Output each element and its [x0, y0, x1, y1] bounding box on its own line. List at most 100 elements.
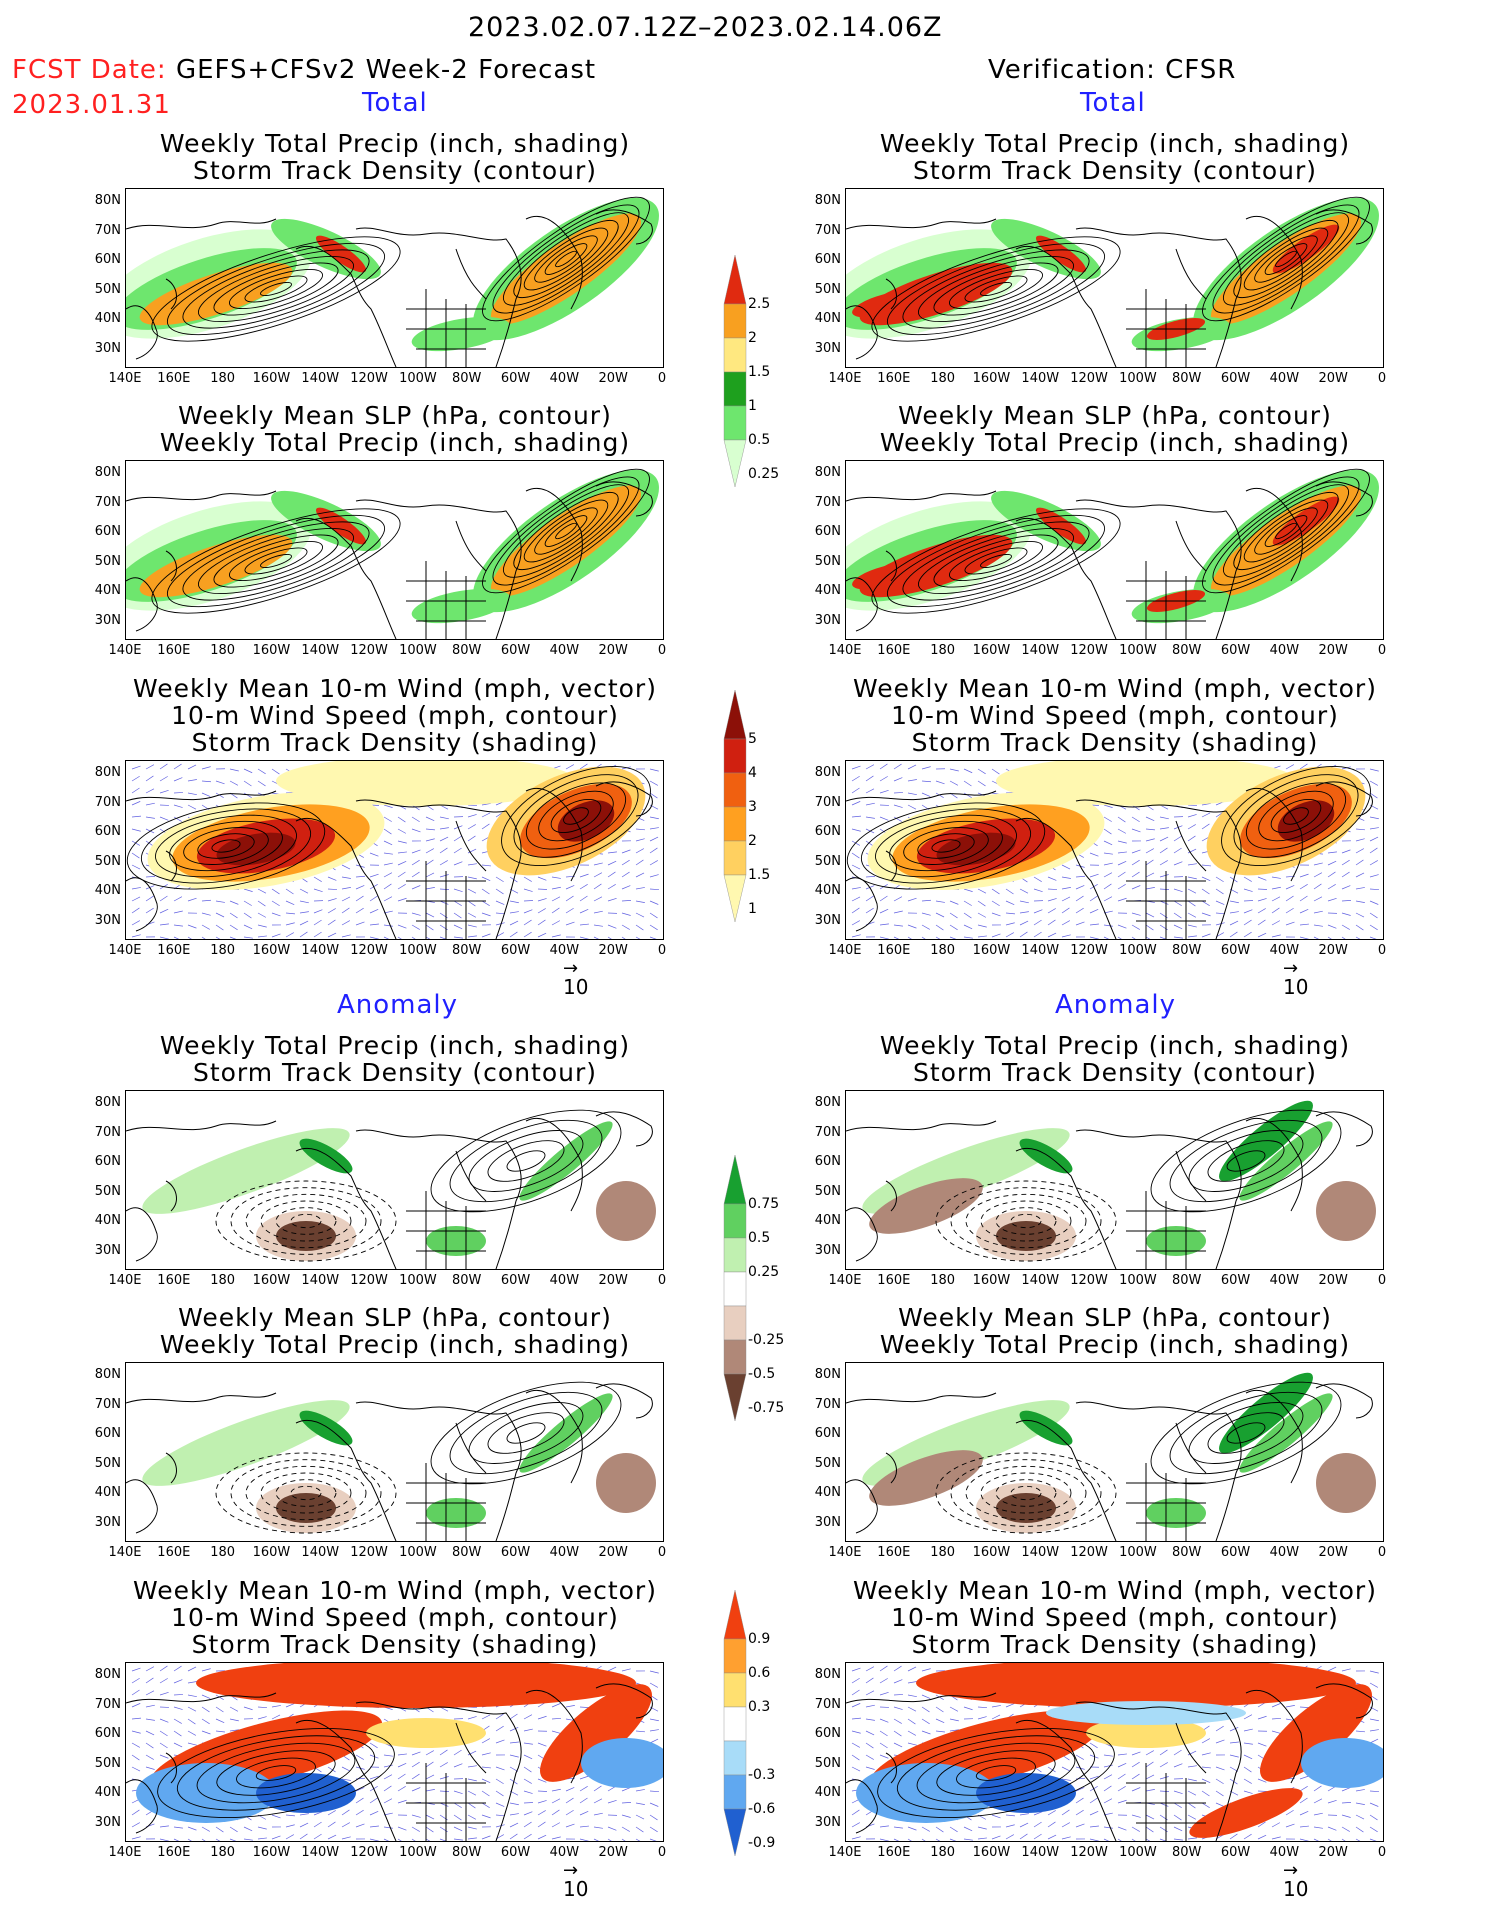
coastline	[846, 781, 1373, 939]
lon-label: 0	[657, 1545, 667, 1560]
lat-label: 50N	[94, 1455, 121, 1471]
lat-label: 40N	[814, 583, 841, 598]
panel-title-line: Weekly Mean SLP (hPa, contour)	[178, 401, 612, 430]
map-panel	[125, 460, 664, 640]
colorbar-density_total	[723, 690, 747, 923]
panel-title: Weekly Mean 10-m Wind (mph, vector) 10-m …	[835, 675, 1395, 756]
lat-label: 80N	[814, 1367, 841, 1382]
lon-label: 160W	[252, 643, 291, 658]
colorbar-segment	[723, 439, 747, 488]
panel-title: Weekly Total Precip (inch, shading) Storm…	[835, 130, 1395, 184]
lon-label: 140E	[108, 371, 142, 386]
lon-label: 80W	[1172, 1545, 1202, 1560]
panel-title-line: Weekly Total Precip (inch, shading)	[879, 1330, 1351, 1359]
lon-label: 160W	[252, 1273, 291, 1288]
lon-label: 160W	[972, 1845, 1011, 1860]
lon-label: 160E	[877, 943, 911, 958]
map-panel	[845, 760, 1384, 940]
colorbar-label: 0.6	[748, 1665, 771, 1681]
lon-label: 40W	[549, 1545, 580, 1560]
colorbar-segment	[723, 1203, 747, 1239]
lat-label: 80N	[814, 1667, 841, 1682]
lon-label: 160E	[877, 643, 911, 658]
lon-label: 0	[1377, 1845, 1387, 1860]
lon-label: 100W	[399, 943, 437, 958]
lon-label: 40W	[549, 371, 580, 386]
lon-label: 120W	[350, 1273, 388, 1288]
lon-label: 100W	[1119, 1273, 1157, 1288]
section-total-left: Total	[362, 88, 428, 118]
colorbar-segment	[723, 303, 747, 339]
lon-label: 140W	[1021, 1845, 1060, 1860]
colorbar-segment	[723, 337, 747, 373]
lat-label: 60N	[814, 252, 841, 267]
lon-label: 160W	[972, 943, 1011, 958]
lat-label: 70N	[814, 222, 841, 238]
lon-label: 140E	[108, 1845, 142, 1860]
lon-label: 40W	[1269, 1545, 1300, 1560]
lat-label: 70N	[94, 222, 121, 238]
density-area	[996, 761, 1296, 806]
lat-label: 50N	[814, 1755, 841, 1771]
coastline	[846, 481, 1373, 639]
lon-label: 60W	[500, 1845, 531, 1860]
coastline	[126, 1683, 653, 1841]
colorbar-label: 0.5	[748, 1230, 771, 1246]
lon-label: 140W	[301, 1845, 340, 1860]
panel-title-line: 10-m Wind Speed (mph, contour)	[171, 701, 619, 730]
lon-label: 160E	[157, 1545, 191, 1560]
vector-reference-value: 10	[1283, 1877, 1309, 1901]
lon-label: 0	[657, 643, 667, 658]
panel-title-line: Weekly Total Precip (inch, shading)	[879, 428, 1351, 457]
panel-title-line: Weekly Mean 10-m Wind (mph, vector)	[853, 674, 1377, 703]
colorbar-label: -0.3	[748, 1767, 776, 1783]
lat-label: 50N	[814, 281, 841, 297]
lon-label: 140W	[1021, 1545, 1060, 1560]
colorbar-segment	[723, 1706, 747, 1742]
lon-label: 0	[1377, 1545, 1387, 1560]
lat-label: 70N	[94, 1396, 121, 1412]
lat-label: 70N	[94, 494, 121, 510]
date-range-title: 2023.02.07.12Z–2023.02.14.06Z	[468, 12, 943, 43]
colorbar-segment	[723, 690, 747, 740]
precip-anomaly	[276, 1493, 336, 1523]
colorbar-segment	[723, 772, 747, 808]
lon-label: 120W	[350, 643, 388, 658]
precip-anomaly	[519, 1393, 613, 1473]
lon-label: 40W	[1269, 943, 1300, 958]
coastline	[846, 209, 1373, 367]
coastline	[846, 1683, 1373, 1841]
lon-label: 40W	[549, 1273, 580, 1288]
lon-label: 20W	[598, 1545, 628, 1560]
colorbar-label: 0.3	[748, 1699, 771, 1715]
density-area	[276, 761, 576, 806]
colorbar-label: 2	[748, 330, 757, 346]
lon-label: 60W	[1220, 1273, 1251, 1288]
lon-label: 40W	[1269, 1845, 1300, 1860]
panel-title-line: Weekly Mean 10-m Wind (mph, vector)	[853, 1576, 1377, 1605]
lat-label: 60N	[94, 824, 121, 839]
section-anomaly-left: Anomaly	[337, 990, 459, 1020]
lon-label: 160W	[972, 643, 1011, 658]
lon-label: 100W	[1119, 1545, 1157, 1560]
coastline	[846, 1383, 1373, 1541]
colorbar-segment	[723, 840, 747, 876]
density-anomaly	[1086, 1718, 1206, 1748]
lat-label: 60N	[814, 524, 841, 539]
colorbar-label: -0.5	[748, 1366, 776, 1382]
lon-label: 140W	[301, 1273, 340, 1288]
precip-anomaly	[996, 1221, 1056, 1251]
lon-label: 20W	[1318, 1273, 1348, 1288]
lat-label: 40N	[814, 1785, 841, 1800]
lon-label: 160W	[972, 371, 1011, 386]
wind-speed-contours	[157, 1727, 395, 1819]
lon-label: 20W	[598, 1845, 628, 1860]
lon-label: 40W	[1269, 643, 1300, 658]
lon-label: 160E	[157, 1273, 191, 1288]
panel-title-line: Weekly Mean 10-m Wind (mph, vector)	[133, 1576, 657, 1605]
coastline	[126, 209, 653, 367]
panel-title: Weekly Total Precip (inch, shading) Storm…	[835, 1032, 1395, 1086]
fcst-date-label: FCST Date:	[12, 55, 167, 85]
lon-label: 80W	[1172, 1845, 1202, 1860]
precip-anomaly	[1146, 1226, 1206, 1256]
